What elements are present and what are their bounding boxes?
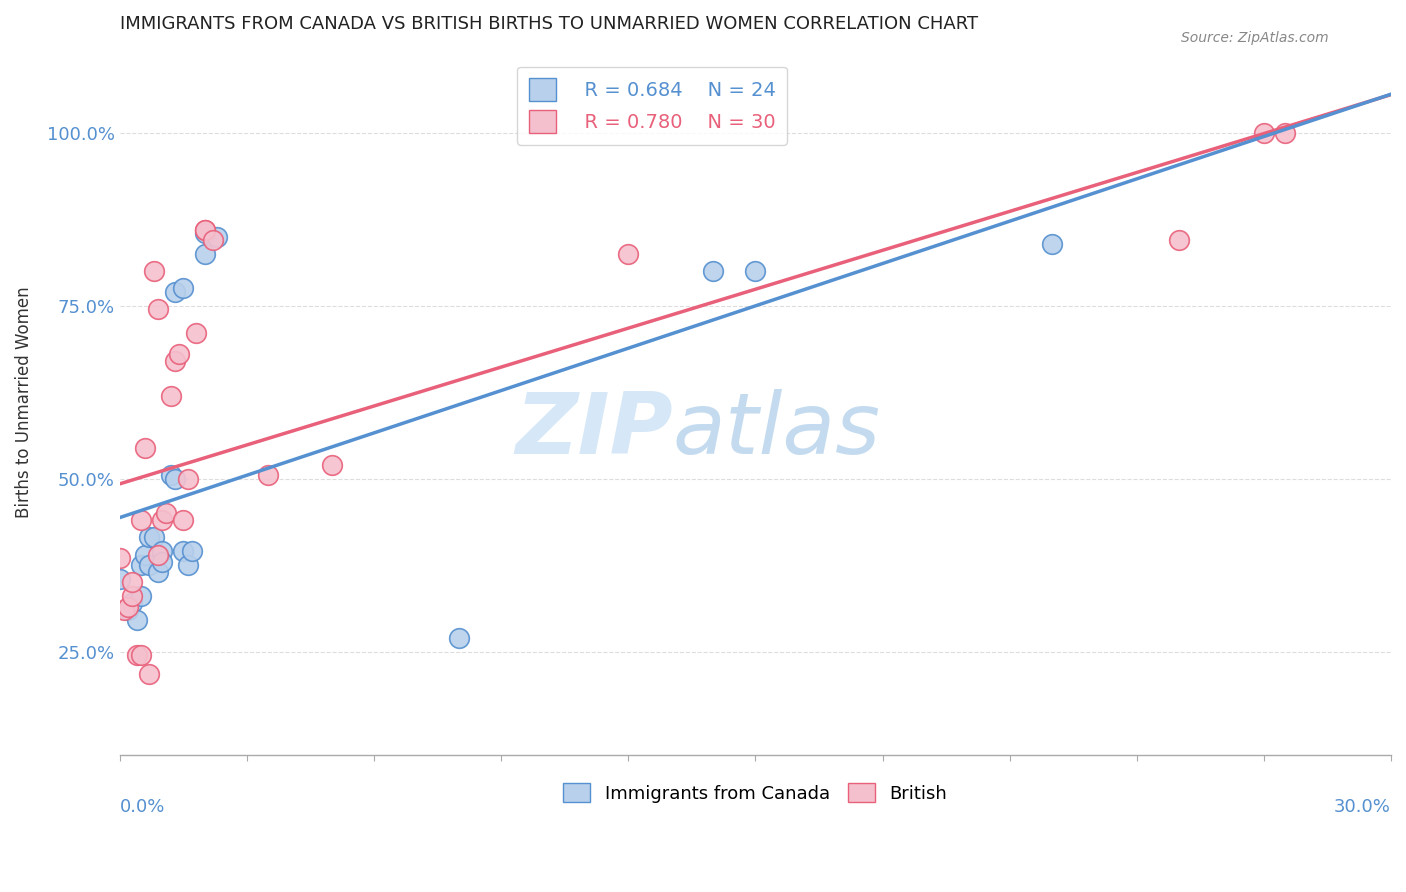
Point [184, 326, 207, 341]
Point [121, 575, 143, 590]
Point [146, 565, 169, 579]
Point [129, 589, 152, 603]
Point [159, 468, 181, 483]
Point [134, 441, 156, 455]
Point [129, 648, 152, 662]
Point [172, 544, 194, 558]
Text: 30.0%: 30.0% [1334, 797, 1391, 815]
Point [108, 551, 131, 566]
Point [125, 614, 148, 628]
Point [117, 599, 139, 614]
Point [150, 513, 173, 527]
Point [142, 531, 165, 545]
Point [129, 513, 152, 527]
Point [146, 302, 169, 317]
Text: atlas: atlas [672, 389, 880, 472]
Point [163, 354, 186, 368]
Point [172, 281, 194, 295]
Point [744, 264, 766, 278]
Point [125, 648, 148, 662]
Point [193, 247, 215, 261]
Point [163, 285, 186, 299]
Point [155, 506, 177, 520]
Point [129, 558, 152, 573]
Text: 0.0%: 0.0% [120, 797, 165, 815]
Point [193, 222, 215, 236]
Point [205, 229, 228, 244]
Point [150, 544, 173, 558]
Point [159, 389, 181, 403]
Point [117, 603, 139, 617]
Legend:   R = 0.684    N = 24,   R = 0.780    N = 30: R = 0.684 N = 24, R = 0.780 N = 30 [517, 67, 787, 145]
Point [142, 264, 165, 278]
Point [108, 572, 131, 586]
Point [193, 226, 215, 240]
Text: IMMIGRANTS FROM CANADA VS BRITISH BIRTHS TO UNMARRIED WOMEN CORRELATION CHART: IMMIGRANTS FROM CANADA VS BRITISH BIRTHS… [120, 15, 979, 33]
Point [176, 558, 198, 573]
Text: ZIP: ZIP [515, 389, 672, 472]
Point [702, 264, 724, 278]
Point [138, 666, 160, 681]
Point [121, 589, 143, 603]
Point [138, 558, 160, 573]
Point [134, 548, 156, 562]
Point [180, 544, 202, 558]
Point [1040, 236, 1063, 251]
Point [257, 468, 280, 483]
Point [167, 347, 190, 361]
Point [201, 233, 224, 247]
Point [1274, 126, 1296, 140]
Point [321, 458, 343, 472]
Point [617, 247, 640, 261]
Point [150, 555, 173, 569]
Point [112, 603, 135, 617]
Point [138, 531, 160, 545]
Point [146, 548, 169, 562]
Point [172, 513, 194, 527]
Point [193, 222, 215, 236]
Point [121, 596, 143, 610]
Point [1253, 126, 1275, 140]
Point [163, 472, 186, 486]
Text: Source: ZipAtlas.com: Source: ZipAtlas.com [1181, 31, 1329, 45]
Y-axis label: Births to Unmarried Women: Births to Unmarried Women [15, 287, 32, 518]
Point [447, 631, 470, 645]
Point [1168, 233, 1191, 247]
Point [176, 472, 198, 486]
